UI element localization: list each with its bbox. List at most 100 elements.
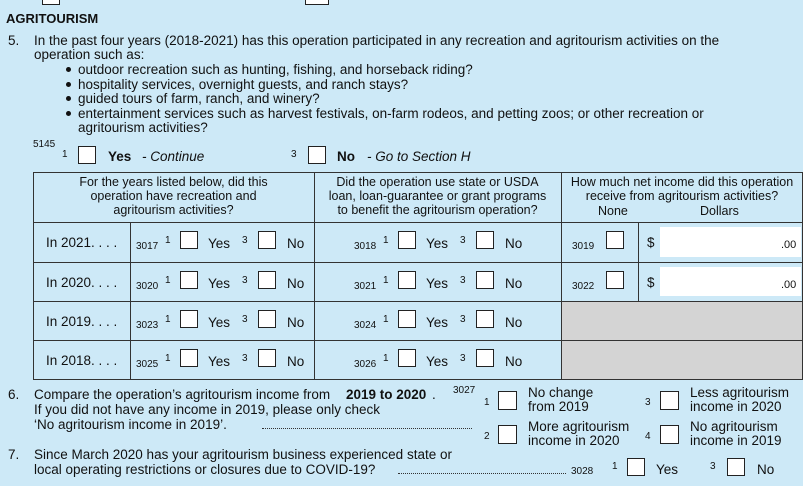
table-rule	[801, 172, 803, 379]
bullet	[66, 67, 71, 72]
checkbox[interactable]	[258, 309, 276, 328]
checkbox[interactable]	[660, 425, 679, 444]
question-text: Compare the operation’s agritourism inco…	[34, 387, 331, 402]
option-label: No	[287, 353, 305, 369]
checkbox[interactable]	[308, 146, 326, 164]
option-number: 3	[460, 274, 466, 286]
bullet-text: entertainment services such as harvest f…	[78, 105, 704, 121]
option-label: Yes	[426, 236, 449, 251]
option-number: 2	[484, 431, 490, 442]
question-text: operation such as:	[34, 47, 145, 62]
option-label: Yes	[426, 275, 449, 291]
item-code: 3023	[136, 319, 159, 331]
row-label: In 2018. . . .	[46, 352, 118, 368]
question-text: Since March 2020 has your agritourism bu…	[34, 447, 452, 462]
bullet-text: guided tours of farm, ranch, and winery?	[78, 91, 320, 106]
bullet	[66, 81, 71, 87]
item-code: 3027	[453, 385, 476, 396]
checkbox[interactable]	[660, 391, 679, 410]
leader-dots	[398, 473, 566, 474]
checkbox[interactable]	[180, 309, 198, 328]
option-number: 1	[62, 149, 68, 160]
option-number: 4	[645, 431, 651, 442]
option-label: More agritourism	[528, 419, 630, 434]
checkbox[interactable]	[398, 231, 416, 249]
top-box	[305, 0, 329, 5]
bullet-text: hospitality services, overnight guests, …	[78, 76, 409, 92]
currency-symbol: $	[647, 235, 655, 250]
option-label: Yes	[208, 275, 231, 291]
table-rule	[33, 301, 803, 303]
option-label: No	[287, 275, 305, 291]
option-label: No	[287, 314, 305, 330]
checkbox[interactable]	[258, 270, 276, 289]
option-number: 1	[484, 397, 490, 408]
option-label: income in 2019	[690, 433, 782, 448]
column-header: For the years listed below, did this	[79, 175, 268, 189]
bullet	[66, 96, 71, 101]
row-label: In 2019. . . .	[46, 313, 118, 329]
option-number: 3	[460, 352, 466, 364]
checkbox[interactable]	[606, 270, 624, 289]
column-subheader: None	[598, 204, 628, 218]
option-label: income in 2020	[528, 433, 620, 448]
bullet-text: outdoor recreation such as hunting, fish…	[78, 62, 473, 77]
checkbox[interactable]	[78, 146, 96, 164]
option-number: 3	[242, 352, 248, 364]
checkbox[interactable]	[180, 270, 198, 289]
table-rule	[638, 222, 640, 301]
option-number: 3	[710, 461, 716, 472]
option-label: No	[287, 236, 305, 251]
checkbox[interactable]	[180, 231, 198, 249]
table-rule	[561, 172, 563, 379]
option-number: 1	[383, 352, 389, 364]
column-header: loan, loan-guarantee or grant programs	[328, 189, 547, 203]
checkbox[interactable]	[627, 458, 645, 476]
checkbox[interactable]	[498, 425, 517, 444]
checkbox[interactable]	[180, 348, 198, 367]
option-number: 3	[242, 313, 248, 325]
checkbox[interactable]	[258, 348, 276, 367]
option-number: 1	[383, 235, 389, 246]
question-number: 5.	[8, 33, 20, 48]
option-label: Yes	[208, 353, 231, 369]
checkbox[interactable]	[606, 231, 624, 249]
option-label: from 2019	[528, 399, 589, 414]
dollar-field	[660, 227, 801, 257]
table-rule	[33, 172, 35, 379]
checkbox[interactable]	[398, 270, 416, 289]
question-text: If you did not have any income in 2019, …	[34, 402, 380, 417]
checkbox[interactable]	[398, 309, 416, 328]
question-text: .	[432, 387, 436, 402]
table-rule	[33, 379, 803, 381]
question-text: ‘No agritourism income in 2019’.	[34, 417, 227, 432]
option-label: Yes	[656, 462, 679, 477]
column-header: receive from agritourism activities?	[585, 189, 779, 203]
question-number: 7.	[8, 447, 20, 462]
checkbox[interactable]	[398, 348, 416, 367]
option-number: 3	[291, 149, 297, 160]
question-number: 6.	[8, 387, 20, 402]
table-rule	[314, 172, 316, 379]
row-label: In 2020. . . .	[46, 274, 118, 290]
leader-dots	[262, 428, 472, 429]
checkbox[interactable]	[258, 231, 276, 249]
bullet-text: agritourism activities?	[78, 120, 208, 135]
option-label: No	[505, 236, 523, 251]
item-code: 3028	[571, 466, 594, 477]
table-rule	[33, 222, 803, 224]
table-rule	[130, 222, 132, 379]
checkbox[interactable]	[476, 231, 494, 249]
item-code: 3025	[136, 358, 159, 370]
option-label: No change	[528, 385, 594, 400]
checkbox[interactable]	[727, 458, 745, 476]
option-label: No	[337, 149, 355, 164]
checkbox[interactable]	[476, 270, 494, 289]
item-code: 3022	[572, 280, 595, 292]
option-number: 3	[460, 235, 466, 246]
checkbox[interactable]	[476, 309, 494, 328]
checkbox[interactable]	[498, 391, 517, 410]
dollar-field	[660, 267, 801, 296]
option-label: No agritourism	[690, 419, 778, 434]
checkbox[interactable]	[476, 348, 494, 367]
